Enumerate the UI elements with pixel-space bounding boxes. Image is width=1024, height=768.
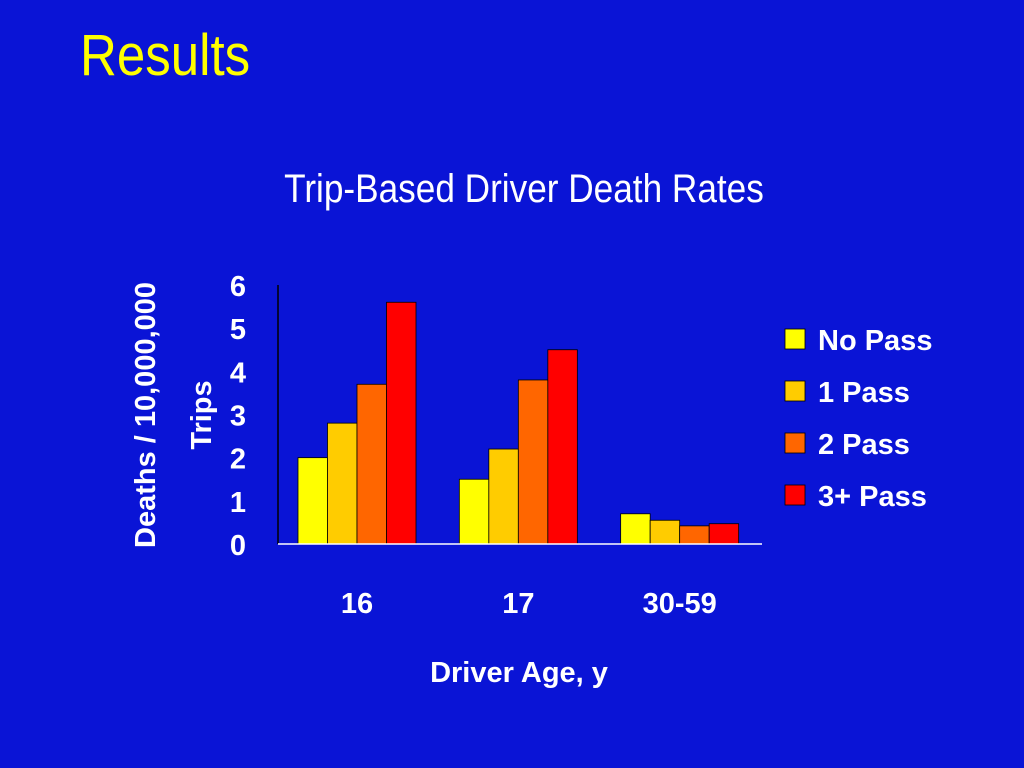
legend-swatch (784, 432, 806, 454)
bar-1-pass-16 (327, 422, 358, 545)
bar-no-pass-16 (297, 457, 328, 545)
bar-2-pass-16 (356, 383, 387, 545)
bar-1-pass-30-59 (649, 519, 681, 545)
bar-3-pass-16 (386, 301, 417, 545)
y-tick-label: 2 (230, 444, 246, 476)
bar-2-pass-17 (517, 379, 549, 545)
bar-2-pass-30-59 (679, 525, 710, 545)
bar-3-pass-30-59 (708, 523, 740, 545)
x-tick-label: 30-59 (643, 588, 717, 620)
y-tick-label: 1 (230, 487, 246, 519)
legend-swatch (784, 484, 806, 506)
legend-swatch (784, 380, 806, 402)
x-tick-label: 16 (341, 588, 373, 620)
y-axis-label-line-1: Deaths / 10,000,000 (130, 282, 162, 548)
bar-1-pass-17 (488, 448, 519, 545)
slide-title: Results (80, 23, 251, 88)
legend-label: 3+ Pass (818, 481, 927, 513)
y-axis-label-line-2: Trips (186, 380, 218, 449)
y-axis-label: Deaths / 10,000,000 Trips (130, 282, 218, 548)
y-tick-label: 6 (230, 271, 246, 303)
plot-area: 0 1 2 3 4 5 6 16 17 30-59 (230, 271, 762, 620)
y-tick-label: 5 (230, 314, 246, 346)
x-axis-label: Driver Age, y (430, 657, 608, 689)
legend: No Pass 1 Pass 2 Pass 3+ Pass (784, 325, 932, 513)
bar-no-pass-17 (458, 478, 490, 545)
y-tick-label: 0 (230, 530, 246, 562)
bar-no-pass-30-59 (620, 513, 651, 545)
chart-title: Trip-Based Driver Death Rates (284, 166, 764, 211)
legend-label: No Pass (818, 325, 932, 357)
legend-label: 1 Pass (818, 377, 910, 409)
x-tick-label: 17 (502, 588, 534, 620)
bar-3-pass-17 (547, 349, 578, 545)
y-tick-label: 3 (230, 401, 246, 433)
legend-label: 2 Pass (818, 429, 910, 461)
y-tick-label: 4 (230, 357, 246, 389)
legend-swatch (784, 328, 806, 350)
